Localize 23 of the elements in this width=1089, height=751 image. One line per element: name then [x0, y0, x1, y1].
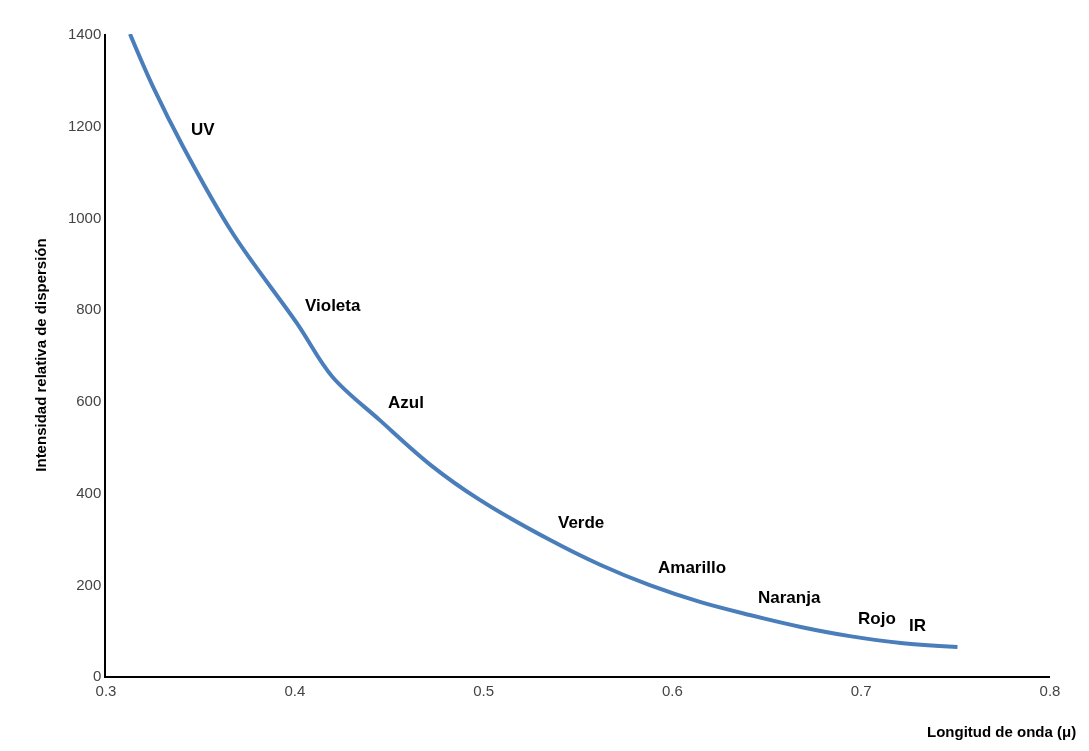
x-tick-label: 0.8: [1039, 681, 1061, 699]
x-tick-label: 0.5: [473, 681, 495, 699]
x-tick-label: 0.4: [284, 681, 306, 699]
line-series: [127, 34, 960, 650]
annotation: IR: [909, 616, 926, 635]
y-tick-label: 400: [76, 483, 102, 501]
y-tick-label: 1400: [67, 25, 102, 43]
y-tick-label: 200: [76, 575, 102, 593]
y-tick-label: 1000: [67, 208, 102, 226]
annotation: Amarillo: [658, 558, 727, 577]
annotation: Azul: [388, 393, 424, 412]
annotation: UV: [191, 120, 216, 139]
x-tick-label: 0.7: [850, 681, 872, 699]
y-tick-label: 600: [76, 392, 102, 410]
annotation: Rojo: [858, 609, 896, 628]
annotation: Verde: [558, 513, 605, 532]
annotation: Naranja: [758, 588, 821, 607]
x-axis-title: Longitud de onda (μ): [927, 723, 1077, 740]
y-tick-label: 1200: [67, 116, 102, 134]
annotation: Violeta: [305, 296, 361, 315]
x-tick-label: 0.6: [661, 681, 683, 699]
y-axis-title: Intensidad relativa de dispersión: [31, 238, 49, 472]
y-tick-label: 800: [76, 300, 102, 318]
